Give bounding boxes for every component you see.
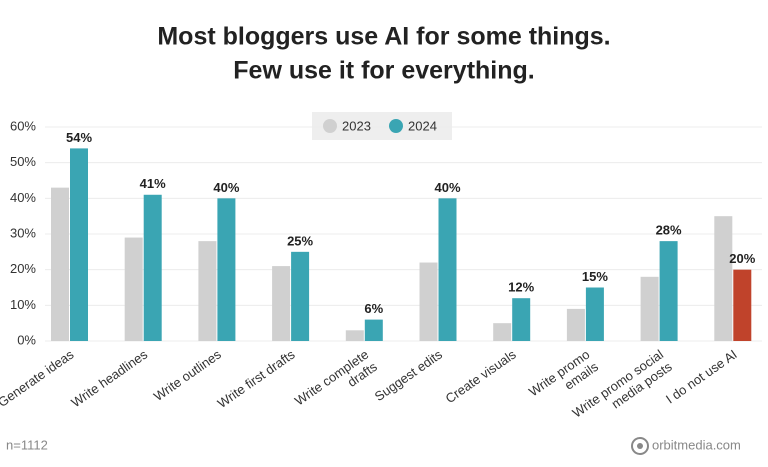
bar (364, 319, 383, 341)
chart-title: Most bloggers use AI for some things. (157, 23, 610, 51)
value-label: 25% (287, 233, 313, 248)
bar (640, 276, 659, 341)
y-tick-label: 50% (10, 154, 36, 169)
x-tick-label: I do not use AI (663, 347, 740, 407)
y-tick-label: 30% (10, 225, 36, 240)
x-tick-label-line: Write first drafts (215, 347, 298, 412)
value-label: 40% (213, 180, 239, 195)
legend-swatch (389, 119, 403, 133)
x-tick-label-line: Create visuals (443, 347, 519, 407)
value-label: 28% (656, 223, 682, 238)
legend-swatch (323, 119, 337, 133)
bar (733, 269, 752, 341)
note: n=1112 (6, 437, 48, 452)
y-tick-label: 0% (17, 332, 36, 347)
x-tick-label-line: I do not use AI (663, 347, 740, 407)
bar (419, 262, 438, 341)
bar (272, 266, 291, 341)
bar (143, 194, 162, 341)
x-tick-label: Create visuals (443, 347, 519, 407)
bar (512, 298, 531, 341)
x-tick-label: Write outlines (151, 347, 224, 405)
bar (345, 330, 364, 341)
y-tick-label: 60% (10, 118, 36, 133)
bar (51, 187, 69, 341)
bar (714, 216, 733, 341)
legend-label: 2023 (342, 118, 371, 133)
bar (198, 241, 217, 341)
value-label: 15% (582, 269, 608, 284)
x-tick-label: Generate ideas (0, 347, 77, 411)
bar (493, 323, 512, 341)
bar (566, 308, 585, 341)
x-tick-label: Write headlines (69, 347, 151, 411)
source: orbitmedia.com (652, 437, 741, 452)
bar (438, 198, 457, 341)
x-tick-label: Write first drafts (215, 347, 298, 412)
x-tick-label-line: Write headlines (69, 347, 151, 411)
y-tick-label: 10% (10, 297, 36, 312)
value-label: 54% (66, 130, 92, 145)
y-tick-label: 40% (10, 190, 36, 205)
logo (637, 443, 643, 449)
bar (124, 237, 143, 341)
value-label: 40% (434, 180, 460, 195)
bar (659, 241, 678, 341)
x-tick-label: Write completedrafts (292, 347, 380, 421)
value-label: 20% (729, 251, 755, 266)
logo (631, 437, 649, 455)
bar (217, 198, 236, 341)
x-tick-label-line: Generate ideas (0, 347, 77, 411)
x-tick-label-line: Suggest edits (372, 347, 446, 405)
value-label: 12% (508, 280, 534, 295)
legend-label: 2024 (408, 118, 437, 133)
x-tick-label-line: Write outlines (151, 347, 224, 405)
chart-title: Few use it for everything. (233, 57, 534, 85)
y-tick-label: 20% (10, 261, 36, 276)
bar (585, 287, 604, 341)
value-label: 6% (364, 301, 383, 316)
value-label: 41% (140, 176, 166, 191)
bar (70, 148, 88, 341)
bar (291, 251, 310, 341)
x-tick-label: Suggest edits (372, 347, 446, 405)
